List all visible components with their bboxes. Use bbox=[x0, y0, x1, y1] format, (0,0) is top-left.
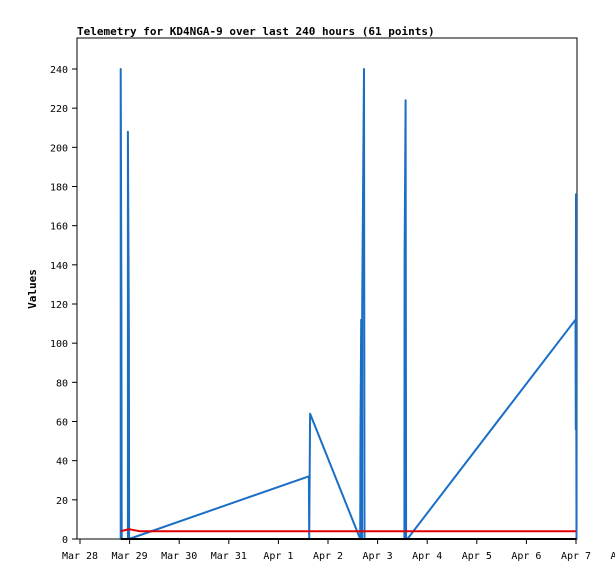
y-tick-label: 140 bbox=[50, 261, 68, 272]
series-layer bbox=[119, 68, 578, 540]
y-tick-label: 200 bbox=[50, 143, 68, 154]
x-tick-label: Apr 2 bbox=[313, 551, 343, 562]
y-axis-label: Values bbox=[26, 269, 39, 309]
series-line-1 bbox=[119, 68, 578, 540]
x-tick-label: Apr 7 bbox=[561, 551, 591, 562]
y-tick-label: 220 bbox=[50, 104, 68, 115]
x-tick-label: Apr 1 bbox=[263, 551, 293, 562]
y-tick-label: 0 bbox=[62, 535, 68, 546]
y-tick-label: 40 bbox=[56, 457, 68, 468]
y-tick-label: 80 bbox=[56, 378, 68, 389]
x-tick-label: Mar 31 bbox=[211, 551, 247, 562]
x-tick-label: Apr 8 bbox=[611, 551, 615, 562]
y-axis: 0 20 40 60 80 100 120 140 160 180 200 220 240 bbox=[50, 65, 77, 546]
x-axis: Mar 28 Mar 29 Mar 30 Mar 31 Apr 1 Apr 2 Apr 3 A… bbox=[62, 539, 615, 562]
x-tick-label: Apr 6 bbox=[511, 551, 541, 562]
y-tick-label: 180 bbox=[50, 183, 68, 194]
x-tick-label: Apr 3 bbox=[363, 551, 393, 562]
plot-frame bbox=[76, 37, 578, 540]
y-tick-label: 240 bbox=[50, 65, 68, 76]
y-tick-label: 20 bbox=[56, 496, 68, 507]
y-tick-label: 120 bbox=[50, 300, 68, 311]
chart-title: Telemetry for KD4NGA-9 over last 240 hou… bbox=[77, 25, 435, 38]
y-tick-label: 60 bbox=[56, 418, 68, 429]
x-tick-label: Mar 29 bbox=[112, 551, 148, 562]
y-tick-label: 100 bbox=[50, 339, 68, 350]
x-tick-label: Apr 4 bbox=[412, 551, 442, 562]
x-tick-label: Mar 28 bbox=[62, 551, 98, 562]
y-tick-label: 160 bbox=[50, 222, 68, 233]
x-tick-label: Mar 30 bbox=[161, 551, 197, 562]
x-tick-label: Apr 5 bbox=[462, 551, 492, 562]
series-line-2 bbox=[120, 528, 576, 533]
